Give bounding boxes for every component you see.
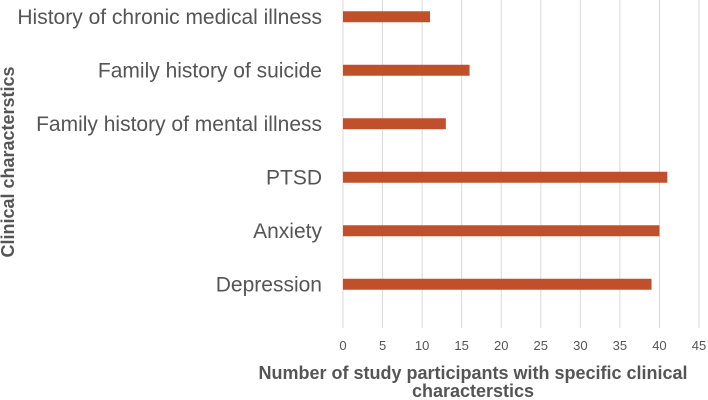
category-label: Anxiety	[253, 220, 322, 243]
category-label: Family history of suicide	[98, 59, 322, 82]
grid-lines	[342, 0, 700, 328]
bar	[343, 118, 446, 130]
x-tick-labels: 0 5 10 15 20 25 30 35 40 45	[339, 338, 706, 353]
bars	[343, 11, 668, 290]
x-tick-label: 0	[339, 338, 346, 353]
x-tick-label: 40	[652, 338, 666, 353]
bar	[343, 11, 431, 23]
x-tick-label: 5	[379, 338, 386, 353]
x-tick-label: 10	[415, 338, 429, 353]
category-label: Depression	[216, 273, 322, 296]
bar	[343, 278, 652, 290]
y-axis-title: Clinical characterstics	[0, 66, 18, 257]
bar	[343, 171, 668, 183]
x-tick-label: 15	[454, 338, 468, 353]
x-tick-label: 20	[494, 338, 508, 353]
x-axis-title-line-1: Number of study participants with specif…	[258, 363, 687, 383]
bar	[343, 64, 470, 76]
category-label: History of chronic medical illness	[17, 6, 322, 29]
x-axis-title-line-2: characterstics	[412, 381, 534, 400]
category-label: PTSD	[266, 166, 322, 189]
x-tick-label: 35	[613, 338, 627, 353]
x-tick-label: 30	[573, 338, 587, 353]
category-label: Family history of mental illness	[36, 113, 322, 136]
bar	[343, 225, 660, 237]
x-tick-label: 25	[534, 338, 548, 353]
x-tick-label: 45	[692, 338, 706, 353]
category-labels: History of chronic medical illness Family…	[17, 6, 322, 297]
